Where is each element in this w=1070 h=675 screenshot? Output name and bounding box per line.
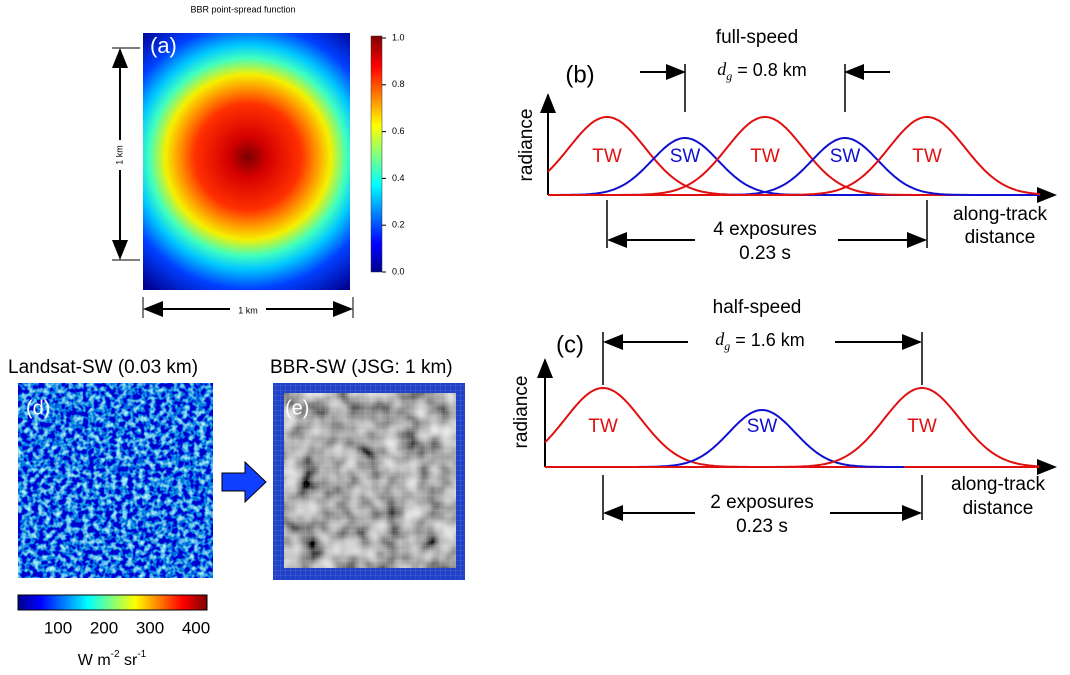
colorbar	[370, 35, 383, 273]
colorbar-ticks: 100 200 300 400	[44, 618, 210, 637]
panel-label: (d)	[26, 397, 50, 419]
curve-label: TW	[588, 416, 618, 437]
unit: W m-2 sr-1	[78, 649, 147, 670]
colorbar-ticks: 1.0 0.8 0.6 0.4 0.2 0.0	[382, 32, 405, 276]
curve-label: TW	[912, 146, 942, 167]
colorbar-tick-label: 1.0	[392, 32, 405, 42]
panel-label: (e)	[285, 397, 309, 419]
duration: 0.23 s	[736, 516, 788, 537]
exposures: 2 exposures	[710, 492, 814, 513]
duration: 0.23 s	[739, 243, 791, 264]
radiance-curve	[547, 116, 1040, 196]
curve-label: TW	[592, 146, 622, 167]
colorbar-tick-label: 200	[90, 618, 118, 637]
colorbar-tick-label: 0.0	[392, 266, 405, 276]
y-axis-label: radiance	[516, 109, 537, 182]
curve-label: SW	[670, 146, 701, 167]
panel-label: (b)	[565, 61, 594, 88]
unit-base: W m	[78, 652, 111, 669]
spacing: dg = 0.8 km	[717, 59, 807, 83]
x-axis-label: distance	[965, 227, 1036, 248]
x-axis-label: along-track	[951, 474, 1045, 495]
x-axis-label: along-track	[953, 204, 1047, 225]
colorbar-tick-label: 300	[136, 618, 164, 637]
radiance-curve	[544, 386, 1039, 468]
subscript: g	[724, 339, 730, 353]
radiance-curve	[545, 387, 1040, 468]
colorbar	[17, 594, 208, 611]
curve-label: SW	[747, 416, 778, 437]
colorbar-tick-label: 0.2	[392, 220, 405, 230]
heading: full-speed	[716, 27, 798, 48]
curve-label: TW	[750, 146, 780, 167]
panel-label: (a)	[150, 33, 177, 58]
colorbar-tick-label: 0.4	[392, 173, 405, 183]
landsat-image	[18, 383, 213, 578]
scale-label: 1 km	[238, 305, 258, 315]
panel-title: BBR-SW (JSG: 1 km)	[270, 357, 453, 378]
colorbar-tick-label: 100	[44, 618, 72, 637]
panel-label: (c)	[556, 331, 584, 358]
symbol: d	[715, 329, 725, 349]
radiance-curve	[548, 137, 1040, 196]
unit-exp: -1	[137, 649, 146, 660]
radiance-curve	[548, 116, 1040, 196]
spacing: dg = 1.6 km	[715, 329, 805, 353]
x-axis-label: distance	[963, 498, 1034, 519]
colorbar-tick-label: 0.8	[392, 79, 405, 89]
unit-mid: sr	[120, 652, 138, 669]
subscript: g	[726, 69, 732, 83]
colorbar-tick-label: 0.6	[392, 126, 405, 136]
spacing-text: = 1.6 km	[735, 330, 805, 350]
unit-exp: -2	[111, 649, 120, 660]
symbol: d	[717, 59, 727, 79]
heading: half-speed	[713, 297, 802, 318]
panel-title: Landsat-SW (0.03 km)	[8, 357, 198, 378]
colorbar-tick-label: 400	[182, 618, 210, 637]
transform-arrow	[221, 460, 267, 504]
curve-label: SW	[830, 146, 861, 167]
panel-a-title: BBR point-spread function	[190, 4, 295, 14]
spacing-text: = 0.8 km	[737, 60, 807, 80]
radiance-curve	[548, 116, 1041, 196]
curve-label: TW	[907, 416, 937, 437]
bbr-grid	[273, 383, 465, 580]
psf-image	[143, 33, 350, 290]
y-axis-label: radiance	[511, 376, 532, 449]
scale-label: 1 km	[114, 145, 124, 165]
curves: TW SW TW	[544, 386, 1040, 468]
exposures: 4 exposures	[713, 219, 817, 240]
curves: TW SW TW SW TW	[547, 116, 1041, 196]
